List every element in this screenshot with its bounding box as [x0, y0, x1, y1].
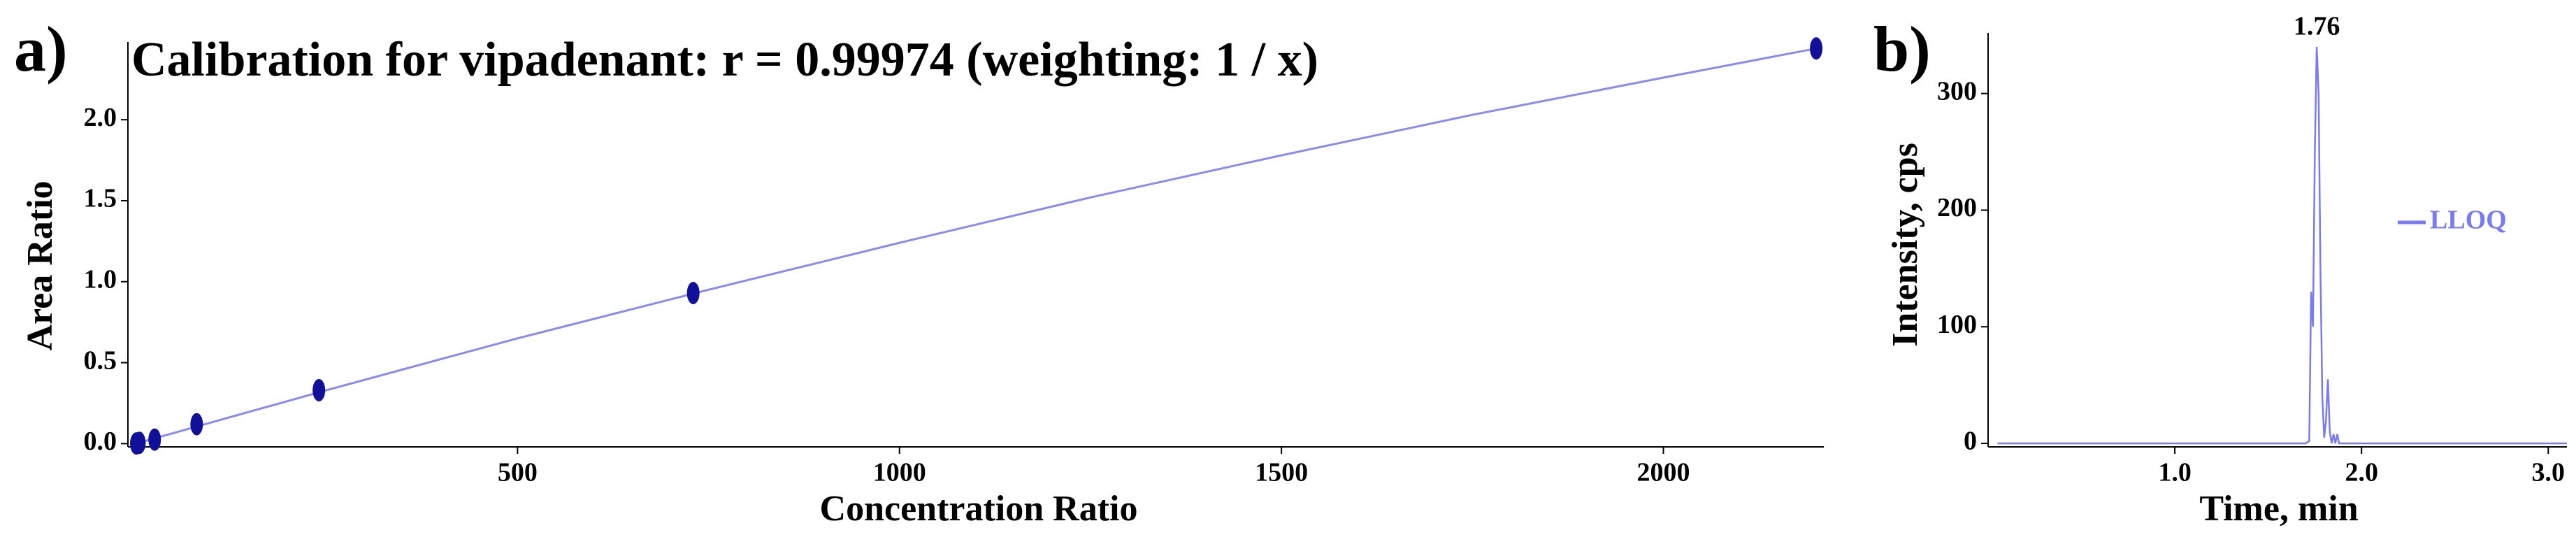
y-tick-label: 200	[1937, 193, 1977, 222]
legend-label: LLOQ	[2430, 206, 2507, 235]
x-tick-label: 3.0	[2532, 458, 2566, 487]
chart-title: Calibration for vipadenant: r = 0.99974 …	[131, 33, 1318, 87]
data-point	[133, 432, 146, 455]
y-tick-label: 100	[1937, 310, 1977, 339]
y-tick-label: 0	[1964, 427, 1977, 456]
data-point	[148, 428, 161, 451]
fit-line	[135, 47, 1817, 445]
x-tick-label: 1.0	[2158, 458, 2192, 487]
y-tick-label: 2.0	[84, 103, 117, 132]
x-tick-label: 2000	[1637, 458, 1690, 487]
data-point	[312, 378, 326, 401]
y-axis-label: Area Ratio	[20, 180, 60, 350]
y-tick-label: 1.5	[84, 184, 117, 213]
x-tick-label: 500	[498, 458, 538, 487]
peak-label: 1.76	[2294, 12, 2340, 41]
y-tick-label: 300	[1937, 76, 1977, 106]
y-tick-label: 1.0	[84, 264, 117, 294]
signal-line	[1997, 46, 2567, 445]
x-axis-label: Time, min	[2199, 489, 2358, 529]
data-point	[686, 281, 700, 304]
x-tick-label: 1000	[873, 458, 926, 487]
y-axis-label: Intensity, cps	[1885, 143, 1925, 347]
y-tick-label: 0.5	[84, 345, 117, 375]
panel-label: a)	[14, 13, 68, 85]
x-tick-label: 2.0	[2345, 458, 2378, 487]
y-tick-label: 0.0	[84, 427, 117, 456]
panel-label: b)	[1873, 13, 1931, 85]
data-point	[190, 413, 203, 436]
x-axis-label: Concentration Ratio	[820, 489, 1138, 529]
data-point	[1810, 37, 1823, 60]
x-tick-label: 1500	[1255, 458, 1308, 487]
